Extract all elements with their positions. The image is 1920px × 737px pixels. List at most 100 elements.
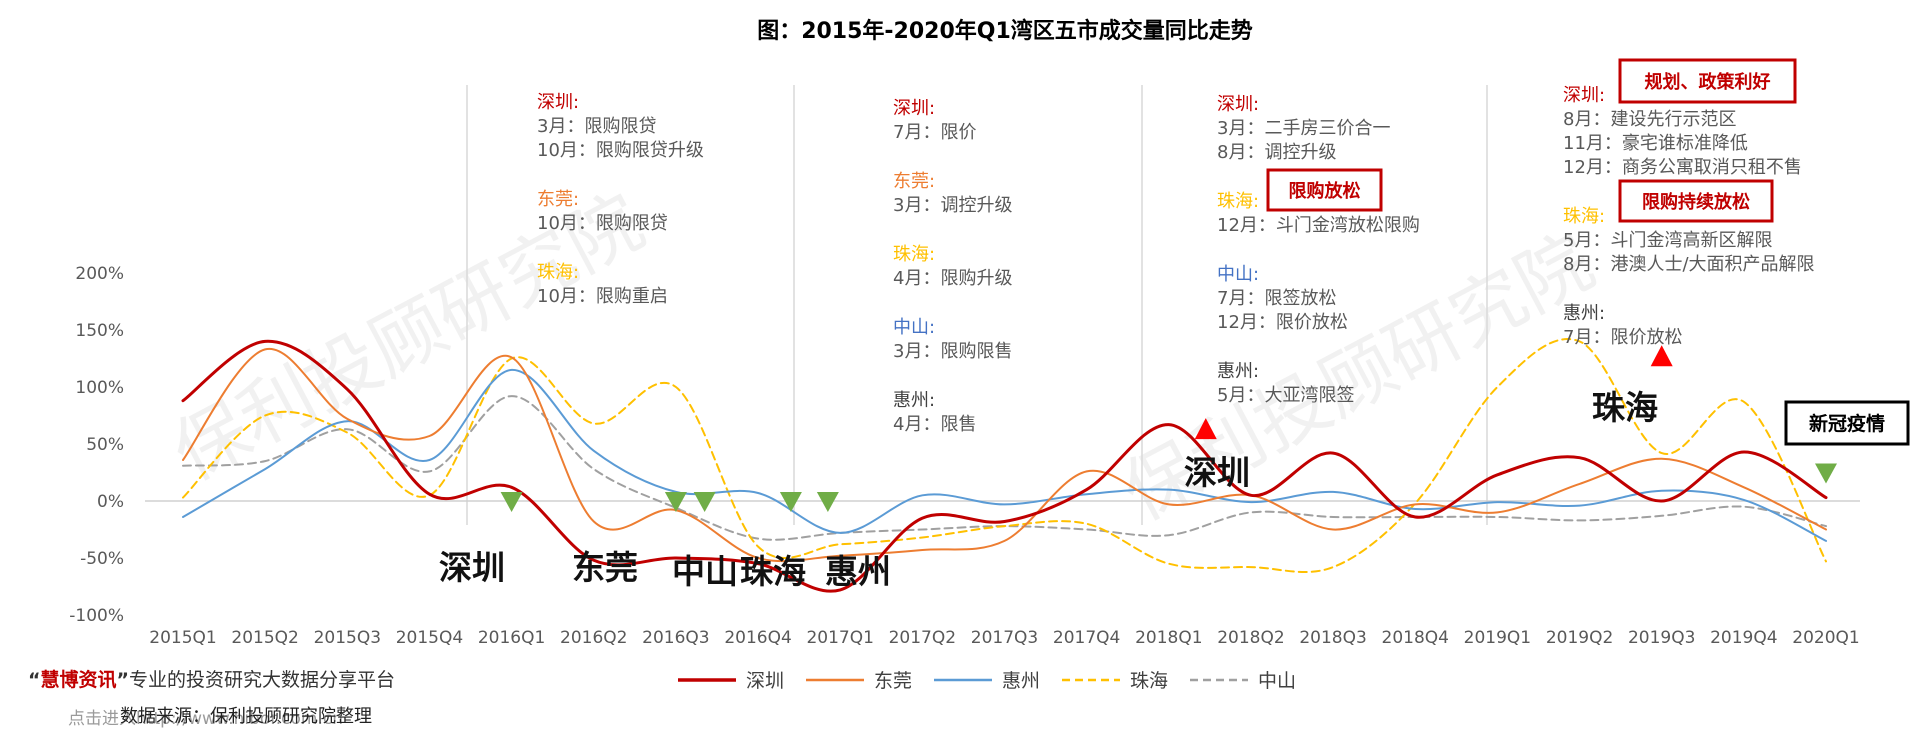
down-triangle-marker	[664, 492, 687, 512]
policy-item: 10月：限购限贷升级	[537, 140, 704, 161]
y-tick-label: 50%	[86, 435, 124, 455]
badge-box	[1618, 58, 1797, 104]
policy-item: 12月：限价放松	[1217, 312, 1348, 333]
policy-item: 7月：限签放松	[1217, 288, 1336, 309]
link-prefix[interactable]: 点击进入	[68, 709, 136, 729]
x-tick-label: 2018Q2	[1217, 628, 1284, 648]
y-tick-label: -100%	[69, 606, 124, 626]
y-axis: 200% 150% 100% 50% 0% -50% -100%	[69, 264, 124, 626]
x-tick-label: 2016Q3	[642, 628, 709, 648]
x-tick-label: 2019Q2	[1546, 628, 1613, 648]
event-city-label: 珠海	[740, 552, 806, 591]
x-tick-label: 2018Q4	[1382, 628, 1449, 648]
policy-item: 8月：建设先行示范区	[1563, 109, 1736, 130]
footer-link[interactable]: 点击进入http://www.hibor.com.cn	[68, 709, 343, 729]
down-triangle-marker	[779, 492, 802, 512]
event-city-label: 珠海	[1592, 388, 1658, 427]
up-triangle-marker	[1194, 418, 1217, 440]
policy-city: 珠海:	[1563, 206, 1605, 227]
policy-item: 10月：限购重启	[537, 286, 668, 307]
badge-box	[1784, 400, 1910, 446]
series-line-5	[182, 395, 1827, 541]
policy-city: 东莞:	[537, 189, 579, 210]
event-city-label: 深圳	[1184, 453, 1250, 492]
series-line-2	[182, 348, 1827, 563]
link-url[interactable]: http://www.hibor.com.cn	[136, 709, 343, 729]
x-axis: 2015Q1 2015Q2 2015Q3 2015Q4 2016Q1 2016Q2 2016…	[149, 628, 1859, 648]
policy-column: 深圳: 8月：建设先行示范区 11月：豪宅谁标准降低 12月：商务公寓取消只租不售珠海…	[1563, 85, 1815, 348]
policy-item: 10月：限购限贷	[537, 213, 668, 234]
policy-item: 3月：调控升级	[893, 195, 1012, 216]
policy-city: 惠州:	[893, 390, 935, 411]
policy-city: 中山:	[1217, 264, 1259, 285]
policy-city: 深圳:	[537, 92, 579, 113]
policy-item: 8月：港澳人士/大面积产品解限	[1563, 254, 1815, 275]
x-tick-label: 2020Q1	[1792, 628, 1859, 648]
policy-city: 中山:	[893, 317, 935, 338]
policy-item: 5月：大亚湾限签	[1217, 385, 1354, 406]
y-tick-label: 200%	[75, 264, 124, 284]
chart-title: 图：2015年-2020年Q1湾区五市成交量同比走势	[757, 18, 1253, 44]
series-line-1	[181, 339, 1828, 593]
x-tick-label: 2017Q1	[806, 628, 873, 648]
legend-label: 惠州	[1002, 670, 1040, 692]
policy-item: 3月：二手房三价合一	[1217, 118, 1390, 139]
x-tick-label: 2018Q1	[1135, 628, 1202, 648]
policy-city: 珠海:	[537, 262, 579, 283]
policy-city: 深圳:	[1217, 94, 1259, 115]
slogan-brand: 慧博资讯	[41, 668, 117, 691]
badge-box	[1266, 168, 1383, 212]
legend-label: 深圳	[746, 670, 784, 692]
slogan: “慧博资讯”专业的投资研究大数据分享平台	[28, 668, 395, 691]
y-tick-label: 0%	[97, 492, 124, 512]
legend-label: 珠海	[1130, 670, 1168, 692]
policy-item: 5月：斗门金湾高新区解限	[1563, 230, 1772, 251]
y-tick-label: -50%	[80, 549, 124, 569]
badge-label: 规划、政策利好	[1645, 71, 1771, 93]
badge-label: 新冠疫情	[1809, 412, 1885, 435]
down-triangle-marker	[816, 492, 839, 512]
policy-city: 珠海:	[1217, 191, 1259, 212]
series-line-3	[182, 368, 1827, 542]
badge-box	[1618, 179, 1774, 223]
policy-annotations: 深圳:3月：限购限贷10月：限购限贷升级东莞:10月：限购限贷珠海:10月：限购…	[537, 85, 1815, 435]
policy-item: 4月：限售	[893, 414, 976, 435]
series-line-4	[182, 338, 1827, 573]
event-city-label: 惠州	[825, 552, 891, 591]
event-city-label: 深圳	[439, 548, 505, 587]
x-tick-label: 2015Q1	[149, 628, 216, 648]
x-tick-label: 2019Q3	[1628, 628, 1695, 648]
y-tick-label: 150%	[75, 321, 124, 341]
x-tick-label: 2017Q4	[1053, 628, 1120, 648]
x-tick-label: 2019Q1	[1464, 628, 1531, 648]
policy-item: 4月：限购升级	[893, 268, 1012, 289]
x-tick-label: 2016Q2	[560, 628, 627, 648]
policy-item: 12月：商务公寓取消只租不售	[1563, 157, 1802, 178]
badge-label: 限购持续放松	[1642, 191, 1750, 213]
policy-item: 3月：限购限贷	[537, 116, 656, 137]
policy-city: 惠州:	[1217, 361, 1259, 382]
slogan-open-quote: “	[28, 669, 41, 691]
policy-item: 7月：限价	[893, 122, 976, 143]
legend-label: 东莞	[874, 670, 912, 692]
policy-city: 惠州:	[1563, 303, 1605, 324]
policy-item: 11月：豪宅谁标准降低	[1563, 133, 1748, 154]
period-separators	[466, 85, 1488, 525]
policy-item: 12月：斗门金湾放松限购	[1217, 215, 1420, 236]
x-tick-label: 2015Q2	[231, 628, 298, 648]
policy-city: 深圳:	[893, 98, 935, 119]
x-tick-label: 2016Q1	[478, 628, 545, 648]
policy-item: 7月：限价放松	[1563, 327, 1682, 348]
down-triangle-marker	[1815, 463, 1837, 484]
footer: “慧博资讯”专业的投资研究大数据分享平台 点击进入http://www.hibo…	[28, 668, 395, 729]
down-triangle-marker	[693, 492, 716, 512]
y-tick-label: 100%	[75, 378, 124, 398]
policy-city: 深圳:	[1563, 85, 1605, 106]
data-source: 数据来源：保利投顾研究院整理	[120, 706, 372, 727]
policy-item: 3月：限购限售	[893, 341, 1012, 362]
